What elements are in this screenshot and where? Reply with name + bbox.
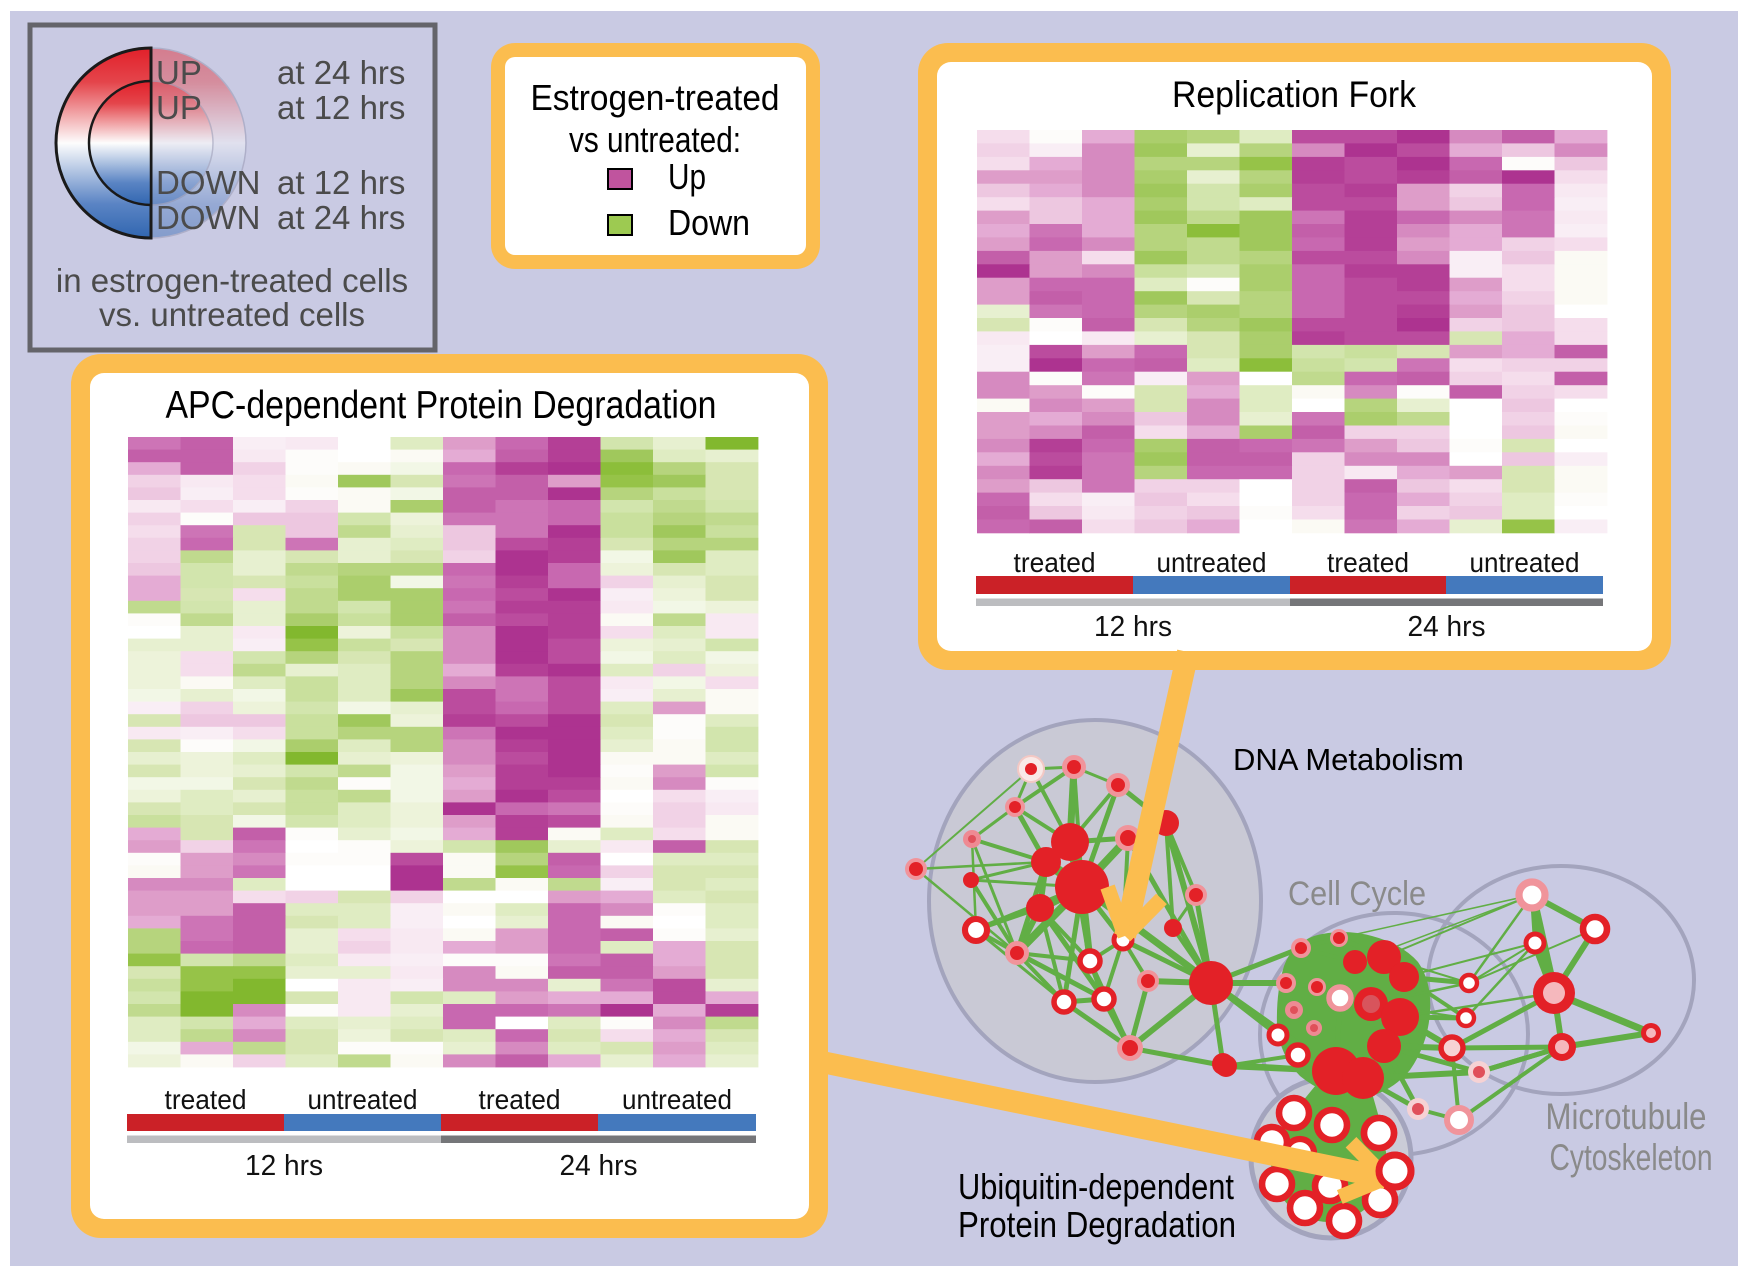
svg-text:DOWN: DOWN <box>156 199 260 236</box>
svg-text:treated: treated <box>165 1084 247 1115</box>
svg-text:Estrogen-treated: Estrogen-treated <box>531 77 780 118</box>
svg-text:vs. untreated cells: vs. untreated cells <box>99 296 365 333</box>
svg-text:UP: UP <box>156 89 202 126</box>
svg-text:at 12 hrs: at 12 hrs <box>277 164 405 201</box>
svg-text:DNA Metabolism: DNA Metabolism <box>1233 742 1464 777</box>
svg-text:treated: treated <box>479 1084 561 1115</box>
svg-text:UP: UP <box>156 54 202 91</box>
svg-text:at 24 hrs: at 24 hrs <box>277 54 405 91</box>
svg-text:Down: Down <box>668 202 750 243</box>
svg-text:12 hrs: 12 hrs <box>245 1150 323 1182</box>
svg-text:Ubiquitin-dependent: Ubiquitin-dependent <box>958 1166 1234 1207</box>
svg-text:treated: treated <box>1327 547 1409 578</box>
svg-text:Up: Up <box>668 156 706 197</box>
svg-text:at 12 hrs: at 12 hrs <box>277 89 405 126</box>
svg-text:Cytoskeleton: Cytoskeleton <box>1550 1137 1713 1178</box>
svg-text:Protein Degradation: Protein Degradation <box>958 1204 1236 1245</box>
svg-text:untreated: untreated <box>308 1084 418 1115</box>
svg-text:12 hrs: 12 hrs <box>1094 611 1172 643</box>
svg-text:untreated: untreated <box>1157 547 1267 578</box>
svg-text:untreated: untreated <box>1470 547 1580 578</box>
svg-text:Cell Cycle: Cell Cycle <box>1288 875 1426 913</box>
svg-text:DOWN: DOWN <box>156 164 260 201</box>
svg-text:at 24 hrs: at 24 hrs <box>277 199 405 236</box>
svg-text:24 hrs: 24 hrs <box>560 1150 638 1182</box>
svg-text:in estrogen-treated cells: in estrogen-treated cells <box>56 262 408 299</box>
svg-text:vs untreated:: vs untreated: <box>569 119 741 160</box>
svg-text:24 hrs: 24 hrs <box>1408 611 1486 643</box>
svg-text:treated: treated <box>1014 547 1096 578</box>
svg-text:Replication Fork: Replication Fork <box>1172 74 1416 115</box>
svg-text:untreated: untreated <box>622 1084 732 1115</box>
svg-text:Microtubule: Microtubule <box>1546 1096 1707 1137</box>
svg-text:APC-dependent Protein Degradat: APC-dependent Protein Degradation <box>166 384 717 427</box>
